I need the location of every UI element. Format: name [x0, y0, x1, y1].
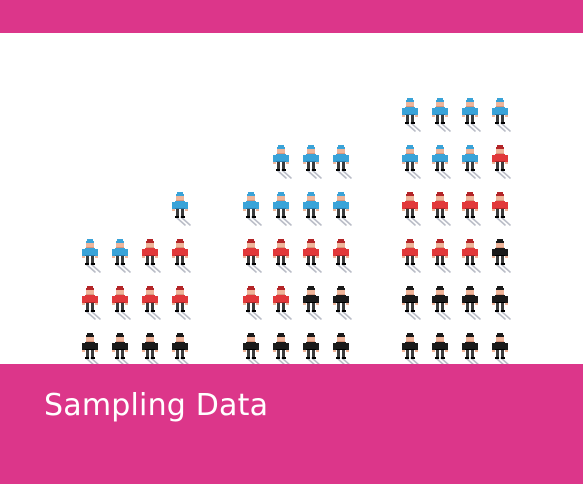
skier-figure-icon — [462, 239, 481, 273]
people-group-sample-small — [82, 192, 191, 364]
people-group-sample-medium — [243, 145, 352, 364]
skier-figure-icon — [82, 286, 101, 320]
skier-figure-icon — [273, 239, 292, 273]
skier-figure-icon — [462, 286, 481, 320]
caption-band — [0, 364, 583, 484]
skier-figure-icon — [273, 333, 290, 364]
skier-figure-icon — [432, 333, 449, 364]
skier-figure-icon — [172, 239, 191, 273]
skier-figure-icon — [492, 145, 511, 179]
skier-figure-icon — [432, 192, 451, 226]
caption-title: Sampling Data — [44, 388, 269, 423]
skier-figure-icon — [82, 239, 101, 273]
skier-figure-icon — [273, 192, 292, 226]
skier-figure-icon — [492, 239, 511, 273]
skier-figure-icon — [112, 239, 131, 273]
skier-figure-icon — [303, 239, 322, 273]
skier-figure-icon — [142, 333, 159, 364]
skier-figure-icon — [303, 333, 320, 364]
skier-figure-icon — [303, 145, 322, 179]
skier-figure-icon — [82, 333, 99, 364]
skier-figure-icon — [243, 333, 260, 364]
skier-figure-icon — [462, 98, 481, 132]
skier-figure-icon — [432, 145, 451, 179]
top-band — [0, 0, 583, 33]
skier-figure-icon — [333, 239, 352, 273]
skier-figure-icon — [112, 286, 131, 320]
skier-figure-icon — [402, 333, 419, 364]
people-group-sample-large — [402, 98, 511, 364]
skier-figure-icon — [462, 333, 479, 364]
skier-figure-icon — [492, 192, 511, 226]
skier-figure-icon — [142, 239, 161, 273]
skier-figure-icon — [462, 145, 481, 179]
skier-figure-icon — [462, 192, 481, 226]
skier-figure-icon — [172, 192, 191, 226]
skier-figure-icon — [243, 192, 262, 226]
skier-figure-icon — [432, 98, 451, 132]
skier-figure-icon — [333, 333, 350, 364]
skier-figure-icon — [492, 98, 511, 132]
skier-figure-icon — [492, 333, 509, 364]
skier-figure-icon — [273, 145, 292, 179]
skier-figure-icon — [402, 98, 421, 132]
skier-figure-icon — [303, 192, 322, 226]
skier-figure-icon — [273, 286, 292, 320]
people-groups-illustration — [82, 98, 511, 364]
skier-figure-icon — [402, 145, 421, 179]
skier-figure-icon — [333, 145, 352, 179]
skier-figure-icon — [432, 239, 451, 273]
skier-figure-icon — [303, 286, 322, 320]
skier-figure-icon — [172, 286, 191, 320]
skier-figure-icon — [172, 333, 189, 364]
skier-figure-icon — [333, 286, 352, 320]
skier-figure-icon — [402, 192, 421, 226]
skier-figure-icon — [492, 286, 511, 320]
skier-figure-icon — [243, 239, 262, 273]
skier-figure-icon — [333, 192, 352, 226]
skier-figure-icon — [432, 286, 451, 320]
skier-figure-icon — [142, 286, 161, 320]
skier-figure-icon — [112, 333, 129, 364]
skier-figure-icon — [243, 286, 262, 320]
skier-figure-icon — [402, 286, 421, 320]
skier-figure-icon — [402, 239, 421, 273]
